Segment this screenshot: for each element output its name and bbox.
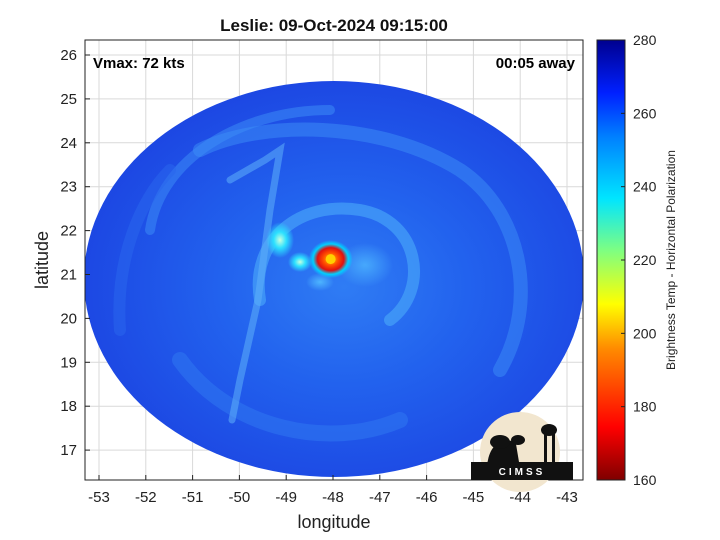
y-tick-label: 23	[60, 179, 77, 196]
x-tick-label: -48	[322, 489, 344, 506]
y-tick-label: 18	[60, 398, 77, 415]
x-axis-label: longitude	[297, 512, 370, 532]
logo-watertower-icon	[541, 424, 557, 436]
colorbar-tick-label: 240	[633, 179, 657, 195]
x-tick-label: -52	[135, 489, 157, 506]
y-axis: 26 25 24 23 22 21 20 19 18 17	[60, 47, 90, 459]
colorbar-tick-label: 160	[633, 472, 657, 488]
x-tick-label: -49	[275, 489, 297, 506]
logo-dish-icon	[490, 435, 510, 449]
x-tick-label: -47	[369, 489, 391, 506]
y-tick-label: 24	[60, 135, 77, 152]
y-tick-label: 21	[60, 267, 77, 284]
logo-tower-icon	[544, 432, 547, 464]
y-tick-label: 25	[60, 91, 77, 108]
y-axis-label: latitude	[32, 231, 52, 289]
band-cyan-west	[266, 222, 294, 258]
vmax-label: Vmax: 72 kts	[93, 55, 185, 72]
x-tick-label: -50	[229, 489, 251, 506]
figure-title: Leslie: 09-Oct-2024 09:15:00	[220, 16, 448, 35]
x-tick-label: -45	[463, 489, 485, 506]
colorbar-tick-label: 200	[633, 325, 657, 341]
swath-disc	[85, 81, 583, 477]
x-tick-label: -51	[182, 489, 204, 506]
colorbar-tick-label: 260	[633, 105, 657, 121]
x-axis: -53 -52 -51 -50 -49 -48 -47 -46 -45 -44 -43	[88, 475, 578, 506]
x-tick-label: -43	[556, 489, 578, 506]
cimss-logo: CIMSS	[471, 412, 573, 492]
logo-banner	[471, 462, 573, 480]
colorbar-gradient	[596, 39, 626, 481]
colorbar-tick-label: 180	[633, 399, 657, 415]
x-tick-label: -53	[88, 489, 110, 506]
colorbar: 280 260 240 220 200 180 160 Brightness Temp - …	[596, 32, 678, 488]
x-tick-label: -44	[509, 489, 531, 506]
colorbar-label: Brightness Temp - Horizontal Polarizatio…	[664, 150, 678, 370]
logo-text: CIMSS	[499, 467, 546, 478]
x-tick-label: -46	[416, 489, 438, 506]
colorbar-tick-label: 280	[633, 32, 657, 48]
colorbar-tick-label: 220	[633, 252, 657, 268]
spiral-bands	[113, 105, 528, 442]
y-tick-label: 20	[60, 310, 77, 327]
y-tick-label: 22	[60, 223, 77, 240]
y-tick-label: 26	[60, 47, 77, 64]
band-cyan-middle	[288, 252, 312, 272]
satellite-swath	[85, 81, 583, 477]
colorbar-ticks: 280 260 240 220 200 180 160	[621, 32, 657, 488]
plot-border	[84, 39, 584, 481]
storm-eye	[325, 254, 336, 265]
y-tick-label: 17	[60, 442, 77, 459]
time-offset-label: 00:05 away	[496, 55, 576, 72]
logo-dish-small-icon	[511, 435, 525, 445]
y-tick-label: 19	[60, 354, 77, 371]
